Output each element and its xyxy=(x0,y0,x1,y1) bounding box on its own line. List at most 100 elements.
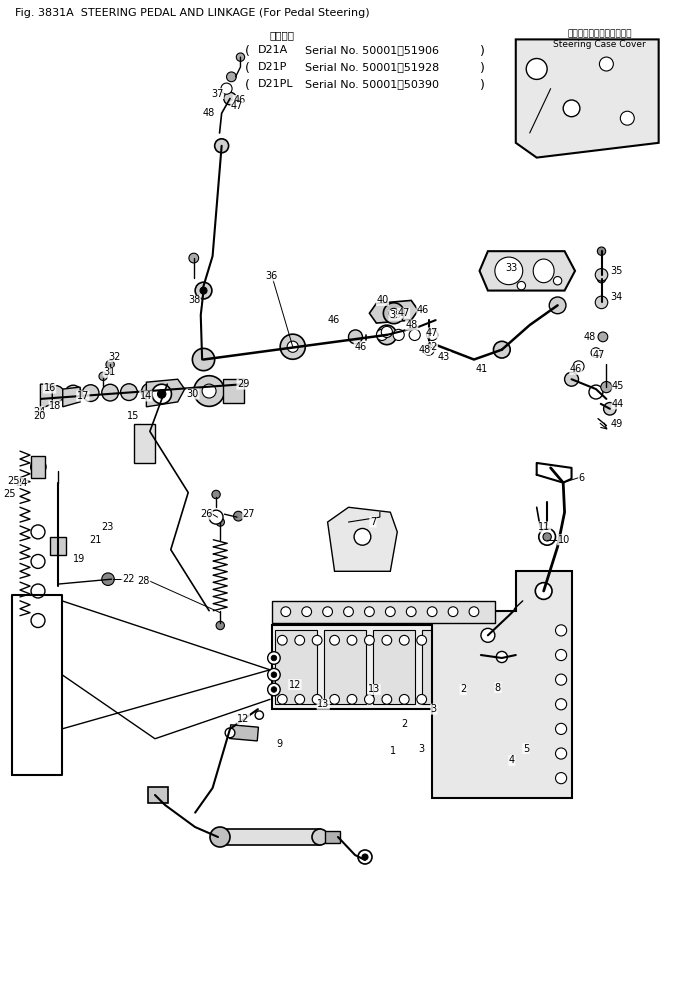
Circle shape xyxy=(493,342,510,358)
Circle shape xyxy=(481,628,495,642)
Text: 41: 41 xyxy=(475,364,488,374)
Circle shape xyxy=(563,100,580,116)
Text: 46: 46 xyxy=(417,305,429,315)
Bar xyxy=(275,630,317,704)
Circle shape xyxy=(469,607,479,617)
Circle shape xyxy=(209,510,223,524)
Text: 24: 24 xyxy=(33,407,45,417)
Circle shape xyxy=(393,329,404,341)
Circle shape xyxy=(47,386,64,402)
Text: 27: 27 xyxy=(243,509,255,519)
Circle shape xyxy=(194,375,224,407)
Circle shape xyxy=(601,381,612,393)
Text: 15: 15 xyxy=(127,411,139,421)
Text: 46: 46 xyxy=(327,315,339,325)
Text: (: ( xyxy=(245,79,250,92)
Text: 49: 49 xyxy=(611,419,623,428)
Circle shape xyxy=(409,329,420,341)
Circle shape xyxy=(287,341,298,353)
Circle shape xyxy=(65,385,82,402)
Text: 29: 29 xyxy=(237,379,250,389)
Circle shape xyxy=(227,72,236,82)
Circle shape xyxy=(556,723,567,735)
Text: ): ) xyxy=(480,79,485,92)
Text: 42: 42 xyxy=(425,342,438,352)
Circle shape xyxy=(31,614,45,627)
Text: 12: 12 xyxy=(237,714,250,724)
Text: Serial No. 50001～51906: Serial No. 50001～51906 xyxy=(305,45,439,55)
Circle shape xyxy=(224,93,236,104)
Circle shape xyxy=(354,529,371,545)
Circle shape xyxy=(365,607,374,617)
Bar xyxy=(272,601,495,623)
Circle shape xyxy=(573,361,584,372)
Text: 9: 9 xyxy=(276,739,282,749)
Circle shape xyxy=(417,635,427,645)
Circle shape xyxy=(344,607,353,617)
Circle shape xyxy=(417,694,427,704)
Circle shape xyxy=(556,748,567,759)
Circle shape xyxy=(195,283,212,298)
Circle shape xyxy=(271,687,277,692)
Text: 45: 45 xyxy=(612,381,625,391)
Text: 47: 47 xyxy=(397,308,410,318)
Text: 17: 17 xyxy=(77,391,89,401)
Text: 24: 24 xyxy=(15,478,28,488)
Circle shape xyxy=(452,635,461,645)
Circle shape xyxy=(312,635,322,645)
Text: 13: 13 xyxy=(368,685,381,694)
Text: 34: 34 xyxy=(610,293,622,302)
Polygon shape xyxy=(516,39,659,158)
Circle shape xyxy=(31,459,46,475)
Circle shape xyxy=(434,694,444,704)
Bar xyxy=(272,625,481,709)
Text: 19: 19 xyxy=(73,555,86,564)
Circle shape xyxy=(517,282,526,290)
Text: 47: 47 xyxy=(231,101,243,111)
Bar xyxy=(325,831,340,843)
Text: (: ( xyxy=(245,45,250,58)
Polygon shape xyxy=(40,384,52,409)
Text: 32: 32 xyxy=(108,352,121,361)
Text: 3: 3 xyxy=(431,704,437,714)
Bar xyxy=(223,379,244,403)
Circle shape xyxy=(556,772,567,784)
Circle shape xyxy=(121,384,137,401)
Text: 44: 44 xyxy=(612,399,625,409)
Text: 46: 46 xyxy=(569,364,582,374)
Circle shape xyxy=(599,57,613,71)
Text: D21P: D21P xyxy=(258,62,287,72)
Ellipse shape xyxy=(495,257,523,285)
Text: 1: 1 xyxy=(390,746,397,755)
Polygon shape xyxy=(480,251,575,291)
Circle shape xyxy=(312,829,328,845)
Circle shape xyxy=(347,694,357,704)
Circle shape xyxy=(102,384,118,401)
Bar xyxy=(148,787,168,803)
Text: (: ( xyxy=(245,62,250,75)
Circle shape xyxy=(210,827,230,847)
Bar xyxy=(422,630,464,704)
Circle shape xyxy=(556,624,567,636)
Circle shape xyxy=(99,372,107,380)
Bar xyxy=(220,829,320,845)
Circle shape xyxy=(448,607,458,617)
Text: 31: 31 xyxy=(103,367,116,377)
Circle shape xyxy=(556,698,567,710)
Circle shape xyxy=(595,269,608,281)
Text: 10: 10 xyxy=(558,535,570,545)
Polygon shape xyxy=(328,507,397,571)
Circle shape xyxy=(382,635,392,645)
Text: 39: 39 xyxy=(389,310,401,320)
Text: 46: 46 xyxy=(233,96,245,105)
Text: 22: 22 xyxy=(122,574,135,584)
Circle shape xyxy=(189,253,199,263)
Circle shape xyxy=(225,728,235,738)
Text: 36: 36 xyxy=(266,271,278,281)
Circle shape xyxy=(427,607,437,617)
Circle shape xyxy=(382,694,392,704)
Circle shape xyxy=(31,584,45,598)
Text: 5: 5 xyxy=(523,744,529,754)
Circle shape xyxy=(381,326,392,338)
Circle shape xyxy=(302,607,312,617)
